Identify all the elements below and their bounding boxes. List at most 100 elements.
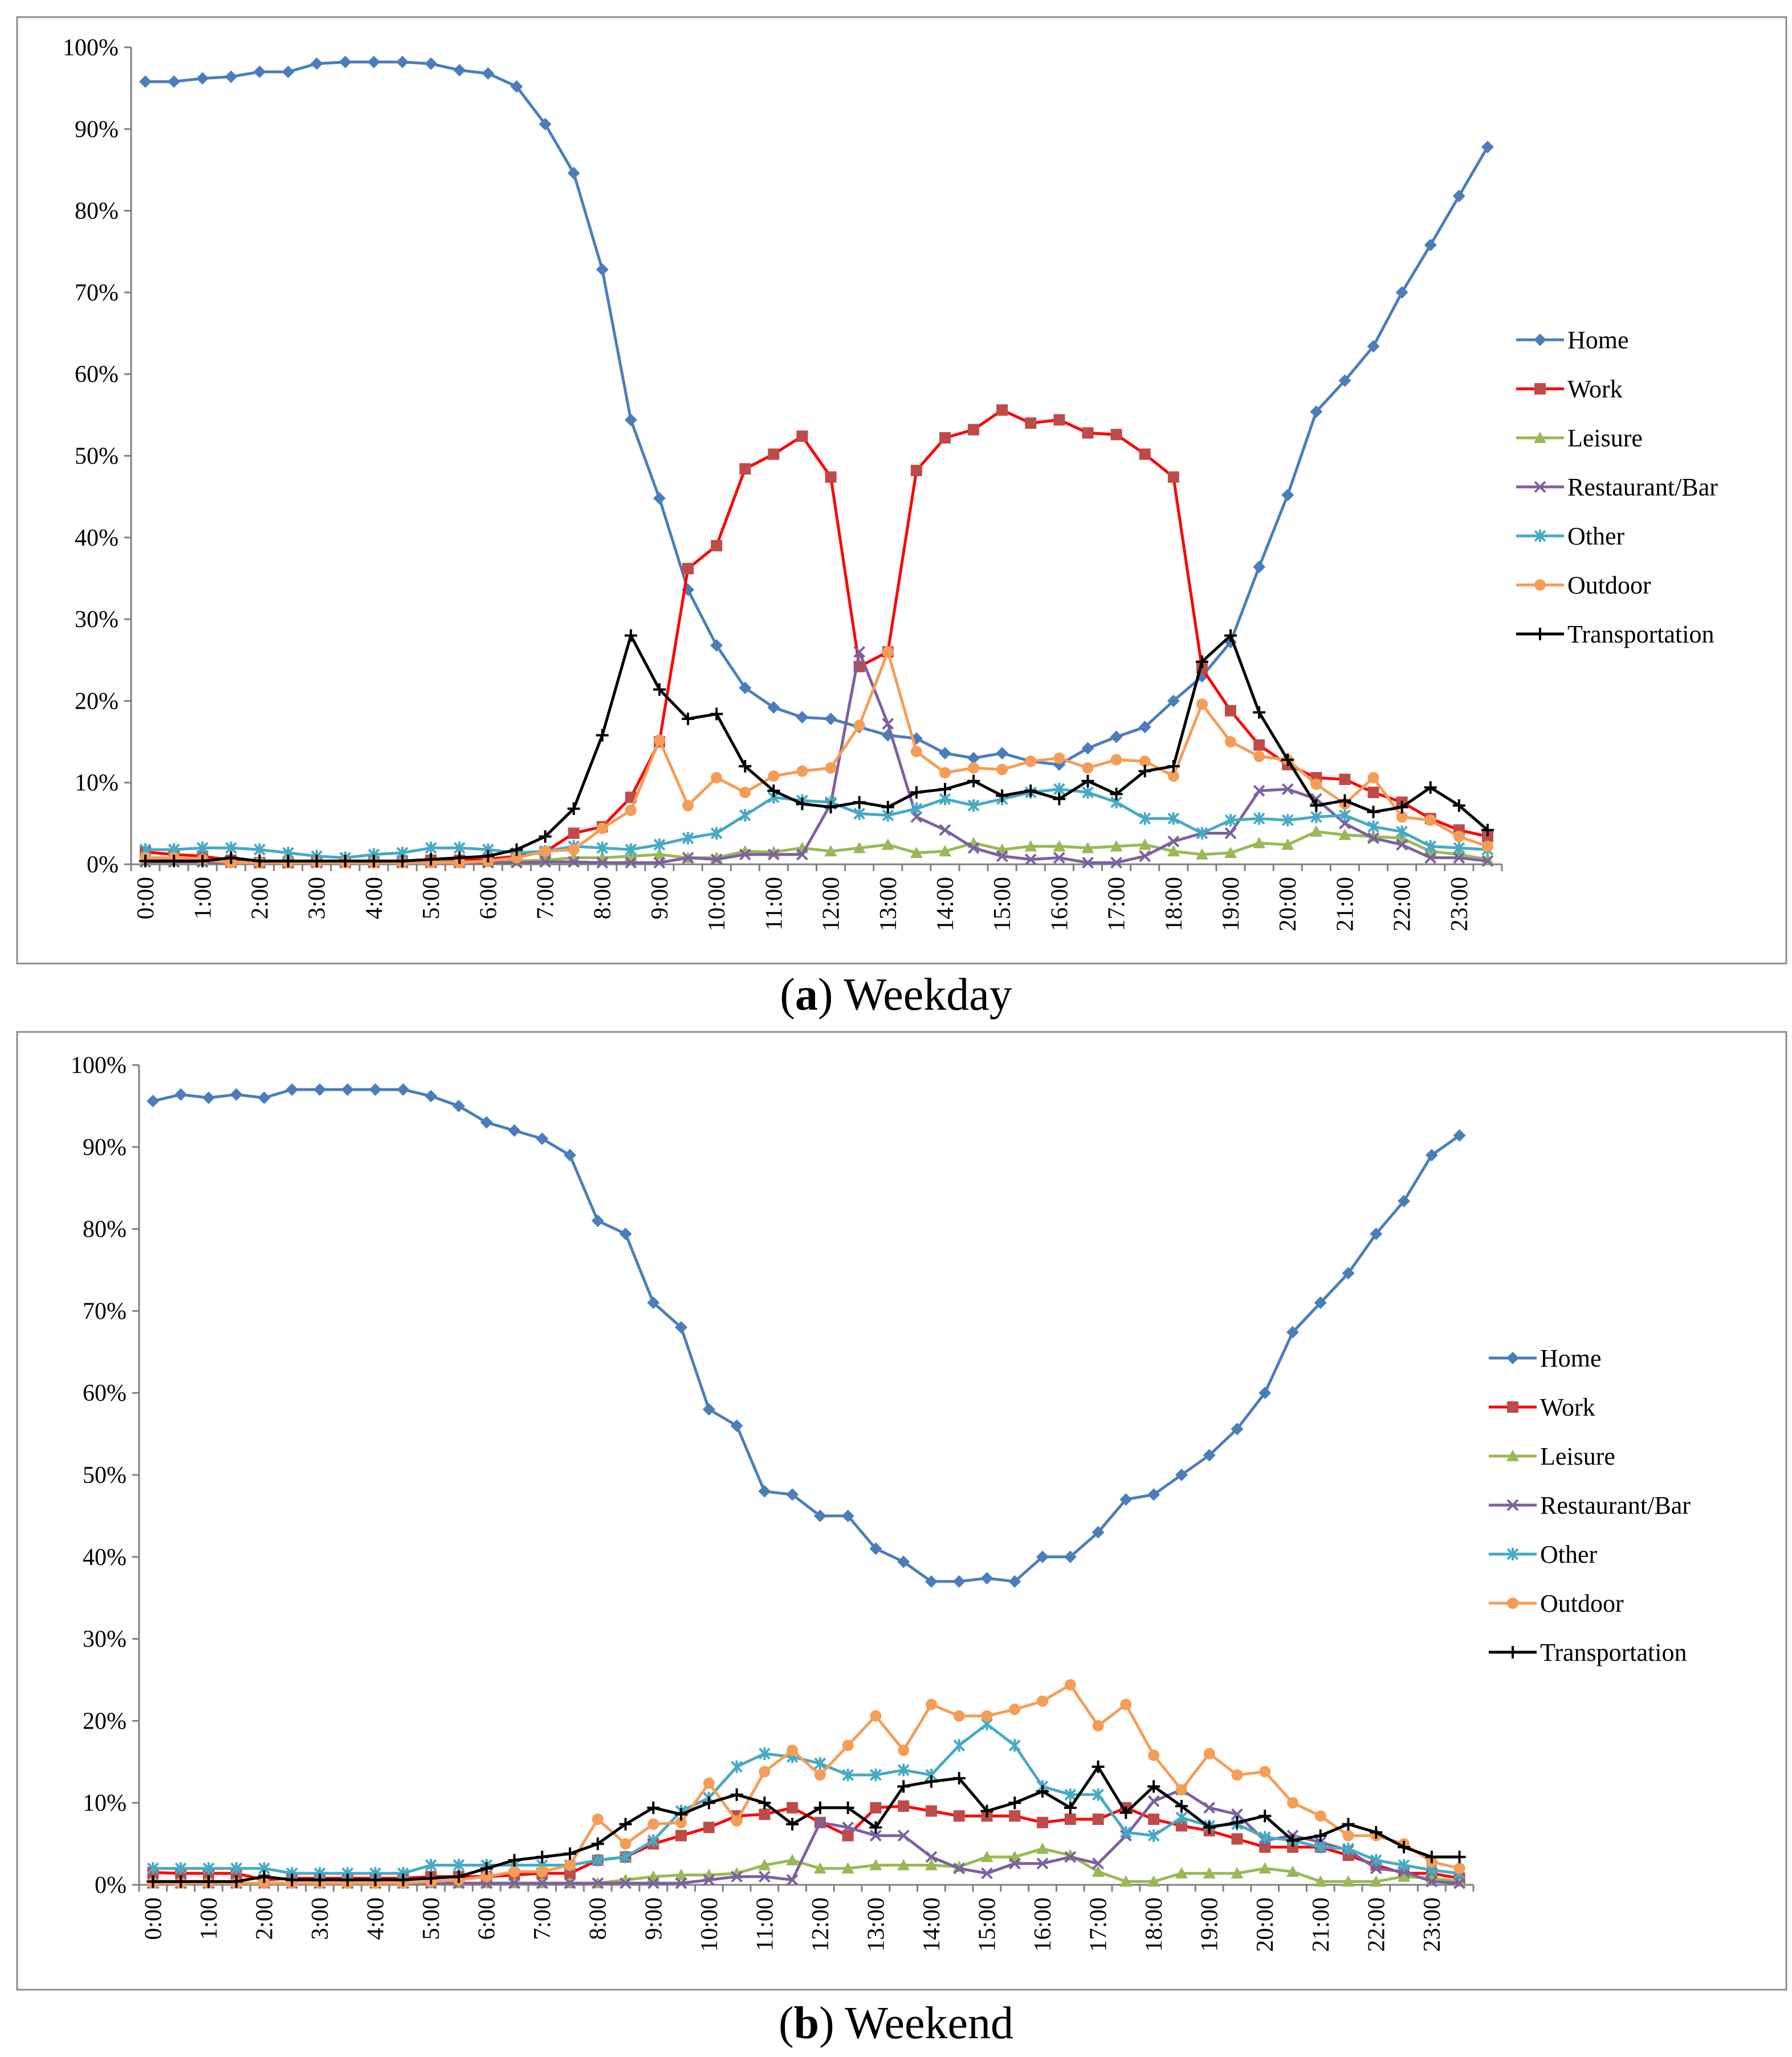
point-outdoor <box>711 772 723 784</box>
point-transportation <box>1314 1829 1327 1842</box>
point-transportation <box>1481 823 1494 836</box>
point-transportation <box>425 1872 438 1885</box>
point-home <box>1425 1149 1438 1162</box>
legend-label-transportation: Transportation <box>1567 620 1714 648</box>
point-home <box>924 1575 938 1588</box>
legend-label-leisure: Leisure <box>1567 424 1643 452</box>
point-home <box>146 1095 160 1108</box>
point-work <box>1148 1813 1160 1825</box>
y-tick-label: 90% <box>75 116 119 143</box>
series-other <box>139 783 1494 864</box>
point-restaurant-bar <box>1224 827 1237 839</box>
point-transportation <box>369 1873 382 1887</box>
point-transportation <box>647 1801 660 1814</box>
point-home <box>225 70 238 83</box>
point-outdoor <box>910 746 922 758</box>
point-work <box>898 1800 910 1812</box>
point-restaurant-bar <box>842 1821 854 1834</box>
point-transportation <box>453 851 466 864</box>
x-tick-label: 2:00 <box>247 877 273 920</box>
point-home <box>452 1099 465 1112</box>
point-home <box>1253 560 1266 574</box>
point-outdoor <box>1342 1830 1354 1841</box>
point-restaurant-bar <box>953 1862 966 1875</box>
x-tick-label: 10:00 <box>697 1897 723 1952</box>
legend-marker-restaurant-bar <box>1534 481 1546 493</box>
point-other <box>1424 840 1437 853</box>
point-other <box>853 807 866 820</box>
point-transportation <box>952 1772 966 1785</box>
series-line-other <box>153 1722 1460 1875</box>
point-other <box>196 841 209 855</box>
y-tick-label: 60% <box>75 361 119 388</box>
point-work <box>1025 417 1037 429</box>
point-restaurant-bar <box>1424 852 1437 864</box>
series-line-home <box>145 60 1489 766</box>
weekday-caption: (a) Weekday <box>780 970 1012 1020</box>
point-transportation <box>480 1862 493 1875</box>
point-transportation <box>1224 629 1237 642</box>
point-home <box>869 1542 882 1555</box>
point-outdoor <box>825 762 837 774</box>
point-outdoor <box>1314 1810 1326 1822</box>
point-work <box>825 471 837 483</box>
point-other <box>1396 825 1408 838</box>
point-home <box>675 1321 688 1334</box>
point-outdoor <box>480 1871 492 1883</box>
point-home <box>619 1227 632 1241</box>
point-outdoor <box>842 1739 854 1751</box>
point-home <box>1119 1493 1133 1506</box>
point-transportation <box>739 760 752 773</box>
point-transportation <box>341 1873 354 1887</box>
legend-label-other: Other <box>1567 522 1625 550</box>
point-home <box>539 117 552 131</box>
point-restaurant-bar <box>1167 835 1180 848</box>
point-transportation <box>869 1821 882 1834</box>
x-tick-label: 0:00 <box>133 877 159 920</box>
legend-label-work: Work <box>1540 1393 1595 1421</box>
x-tick-label: 4:00 <box>361 877 388 920</box>
point-outdoor <box>870 1710 882 1722</box>
point-transportation <box>310 855 323 868</box>
point-other <box>1196 827 1208 840</box>
point-transportation <box>1367 806 1380 819</box>
point-home <box>938 747 951 760</box>
point-outdoor <box>953 1710 965 1722</box>
point-transportation <box>1203 1821 1216 1834</box>
point-other <box>625 843 637 856</box>
series-home <box>139 55 1494 771</box>
point-outdoor <box>925 1698 937 1710</box>
point-other <box>620 1851 632 1864</box>
point-outdoor <box>592 1813 604 1825</box>
y-tick-label: 30% <box>83 1627 127 1653</box>
legend-label-work: Work <box>1567 375 1623 403</box>
point-home <box>824 712 837 725</box>
point-transportation <box>146 1875 160 1888</box>
point-work <box>1082 427 1094 439</box>
point-home <box>1231 1422 1244 1436</box>
point-outdoor <box>647 1818 659 1830</box>
point-work <box>939 432 951 444</box>
x-tick-label: 18:00 <box>1141 1897 1167 1952</box>
point-leisure <box>1203 1867 1216 1879</box>
point-restaurant-bar <box>539 856 551 868</box>
point-transportation <box>425 853 438 866</box>
point-outdoor <box>564 1859 576 1871</box>
point-leisure <box>1370 1875 1383 1887</box>
point-leisure <box>1342 1875 1355 1887</box>
point-outdoor <box>1025 755 1037 767</box>
point-other <box>1167 812 1180 825</box>
point-outdoor <box>759 1766 771 1778</box>
y-tick-label: 80% <box>75 198 119 225</box>
x-tick-label: 19:00 <box>1218 877 1244 932</box>
point-home <box>1281 489 1294 502</box>
point-restaurant-bar <box>620 1877 632 1889</box>
point-home <box>596 263 609 276</box>
x-tick-label: 7:00 <box>530 1897 556 1940</box>
point-transportation <box>996 789 1009 802</box>
point-transportation <box>1398 1840 1411 1853</box>
point-work <box>1037 1816 1049 1828</box>
point-other <box>1139 812 1151 825</box>
point-restaurant-bar <box>853 646 866 658</box>
x-tick-label: 21:00 <box>1308 1897 1334 1952</box>
